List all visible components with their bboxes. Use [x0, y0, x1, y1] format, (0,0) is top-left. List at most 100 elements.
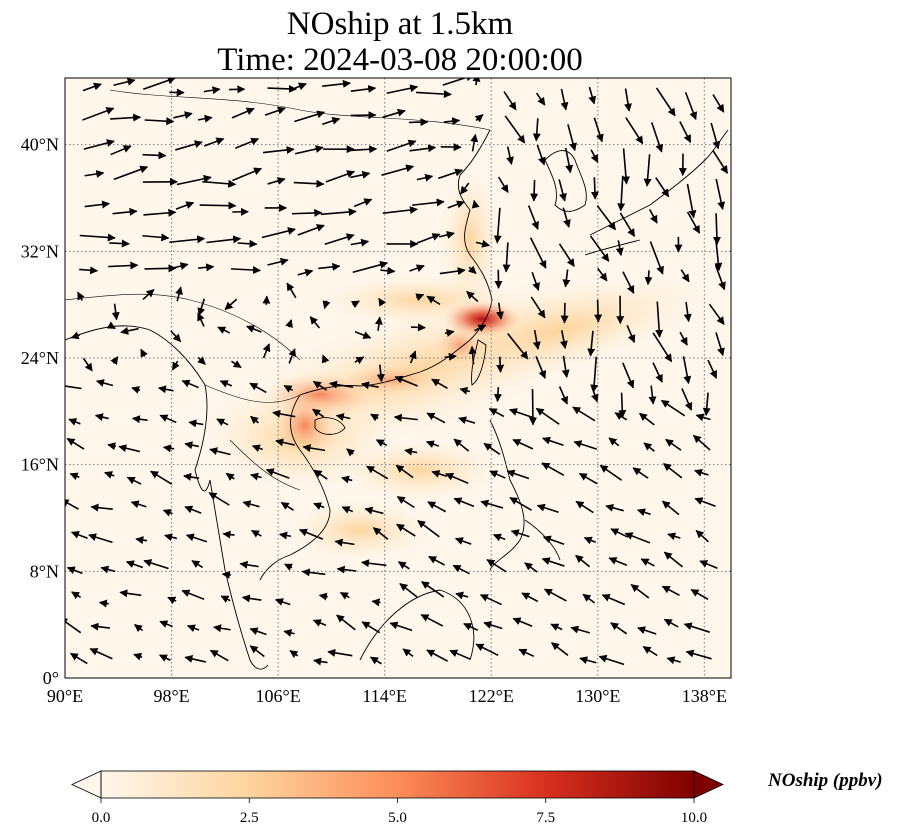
wind-arrow: [417, 520, 440, 538]
wind-arrow: [336, 565, 357, 574]
wind-arrow: [614, 412, 628, 421]
wind-arrow: [564, 147, 574, 174]
wind-arrow: [542, 535, 565, 545]
wind-arrow: [493, 207, 502, 244]
wind-arrow: [184, 441, 199, 450]
wind-arrow: [625, 117, 644, 145]
wind-arrow: [593, 117, 604, 143]
wind-arrow: [84, 170, 105, 178]
wind-arrow: [506, 146, 514, 166]
wind-arrow: [113, 165, 149, 181]
wind-arrow: [455, 591, 469, 600]
wind-arrow: [521, 592, 539, 603]
wind-arrow: [444, 352, 457, 361]
wind-arrow: [366, 465, 389, 480]
wind-arrow: [655, 87, 676, 117]
wind-arrow: [702, 392, 711, 417]
wind-arrow: [712, 94, 725, 113]
wind-arrow: [699, 560, 718, 569]
wind-arrow: [110, 356, 119, 366]
wind-arrow: [588, 86, 597, 105]
lon-tick-label: 98°E: [153, 686, 189, 706]
wind-arrow: [237, 239, 258, 248]
wind-arrow: [655, 177, 670, 198]
wind-arrow: [334, 538, 355, 547]
wind-arrow: [655, 301, 664, 338]
wind-arrow: [504, 115, 526, 144]
wind-arrow: [518, 648, 535, 658]
wind-arrow: [562, 269, 571, 288]
wind-arrow: [483, 442, 501, 455]
wind-arrow: [285, 319, 293, 328]
wind-arrow: [284, 563, 293, 571]
wind-arrow: [458, 416, 476, 425]
wind-arrow: [679, 121, 692, 144]
wind-arrow: [510, 529, 530, 538]
wind-arrow: [369, 656, 382, 665]
wind-arrow: [90, 503, 113, 512]
wind-arrow: [399, 583, 418, 598]
longitude-tick-labels: 90°E 98°E 106°E 114°E 122°E 130°E 138°E: [47, 686, 727, 706]
wind-arrow: [382, 206, 418, 215]
wind-arrow: [119, 589, 142, 598]
wind-arrow: [108, 261, 139, 270]
wind-arrow: [496, 302, 504, 320]
wind-arrow: [112, 207, 138, 216]
wind-arrow: [661, 585, 680, 597]
wind-arrow: [542, 436, 564, 447]
wind-arrow: [594, 299, 603, 323]
wind-arrow: [428, 555, 446, 566]
wind-arrow: [118, 444, 141, 453]
wind-arrow: [560, 88, 569, 111]
wind-arrow: [70, 331, 80, 340]
wind-arrow: [181, 379, 199, 389]
wind-arrow: [322, 117, 341, 125]
wind-arrow: [714, 238, 723, 271]
wind-arrow: [206, 235, 242, 244]
wind-arrow: [82, 82, 102, 92]
wind-arrow: [322, 79, 351, 88]
wind-arrow: [532, 118, 541, 142]
wind-arrow: [579, 656, 597, 665]
wind-arrow: [327, 648, 353, 657]
wind-arrow: [558, 179, 567, 202]
wind-arrow: [109, 239, 130, 248]
wind-arrow: [598, 654, 625, 666]
wind-arrow: [512, 439, 534, 450]
wind-arrow: [144, 264, 177, 273]
wind-arrow: [188, 419, 204, 428]
wind-arrow: [262, 343, 271, 359]
wind-arrow: [364, 506, 384, 515]
wind-arrow: [130, 500, 147, 509]
wind-arrow: [474, 324, 487, 332]
wind-arrow: [219, 380, 233, 388]
wind-arrow: [470, 133, 479, 152]
wind-arrow: [529, 237, 547, 269]
map-frame: [64, 77, 732, 679]
wind-arrow: [694, 497, 716, 508]
wind-arrow: [231, 360, 242, 369]
wind-arrow: [169, 235, 206, 244]
wind-arrow: [527, 205, 539, 230]
wind-arrow: [312, 408, 325, 418]
wind-arrow: [642, 646, 658, 657]
wind-arrow: [475, 643, 499, 657]
wind-arrow: [157, 385, 174, 394]
wind-arrow: [143, 208, 177, 217]
wind-arrow: [389, 621, 413, 632]
wind-arrow: [431, 378, 448, 389]
lat-tick-label: 24°N: [21, 348, 59, 368]
wind-arrow: [459, 386, 471, 395]
wind-arrow: [104, 471, 115, 479]
wind-arrow: [644, 270, 653, 286]
wind-arrow: [301, 568, 326, 577]
wind-arrow: [133, 623, 144, 633]
wind-arrow: [378, 297, 387, 307]
wind-arrow: [686, 183, 697, 219]
wind-arrow: [695, 413, 711, 422]
wind-arrow: [350, 238, 370, 247]
wind-arrow: [608, 557, 628, 567]
wind-arrow: [535, 92, 546, 106]
wind-arrow: [164, 533, 178, 542]
wind-arrow: [135, 536, 148, 545]
